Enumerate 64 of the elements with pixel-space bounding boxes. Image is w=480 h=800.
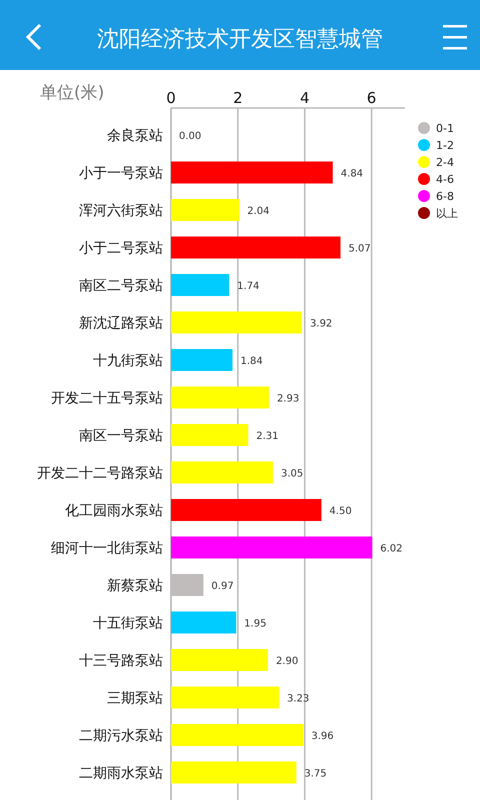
data-label: 3.05: [280, 468, 304, 480]
data-label: 3.23: [286, 694, 310, 704]
x-tick-label: 2: [233, 89, 243, 107]
bar: [171, 762, 296, 784]
y-tick-label: 新蔡泵站: [107, 578, 163, 594]
data-label: 2.31: [256, 431, 278, 442]
x-tick-label: 6: [366, 89, 376, 107]
y-tick-label: 化工园雨水泵站: [65, 503, 163, 519]
y-tick-label: 新沈辽路泵站: [79, 316, 163, 332]
bar: [171, 162, 333, 184]
data-label: 2.93: [276, 394, 300, 404]
bar: [171, 236, 340, 258]
y-tick-label: 二期污水泵站: [79, 728, 163, 744]
y-tick-label: 余良泵站: [107, 128, 163, 144]
bar: [171, 349, 233, 371]
y-tick-label: 小于一号泵站: [79, 166, 163, 182]
data-label: 0.97: [211, 581, 234, 592]
bar: [171, 499, 322, 521]
bar: [171, 386, 269, 408]
y-tick-label: 小于二号泵站: [79, 240, 163, 256]
x-tick-label: 0: [166, 89, 176, 107]
y-tick-label: 二期雨水泵站: [79, 766, 163, 782]
data-label: 1.74: [237, 281, 260, 292]
y-tick-label: 十九街泵站: [93, 353, 163, 369]
bar: [171, 274, 230, 296]
legend-label: 1-2: [436, 139, 454, 152]
bar: [171, 724, 304, 746]
chart-title: 沈阳经济技术开发区智慧城管: [97, 27, 383, 52]
y-tick-label: 开发二十五号泵站: [51, 390, 163, 406]
y-tick-label: 细河十一北街泵站: [51, 540, 163, 556]
data-label: 4.50: [329, 506, 352, 517]
y-tick-label: 浑河六街泵站: [79, 203, 163, 219]
x-tick-label: 4: [300, 89, 310, 107]
bar: [171, 424, 248, 446]
data-label: 6.02: [380, 544, 403, 554]
y-tick-label: 开发二十二号路泵站: [37, 466, 163, 482]
bar: [171, 536, 372, 558]
x-axis-title: 单位(米): [40, 83, 104, 103]
y-tick-label: 南区一号泵站: [79, 428, 163, 444]
data-label: 2.04: [247, 206, 270, 217]
legend-label: 6-8: [436, 190, 454, 203]
bar: [171, 649, 268, 671]
y-tick-label: 十五街泵站: [93, 616, 163, 632]
bar: [171, 312, 302, 334]
y-tick-label: 南区二号泵站: [79, 278, 163, 294]
data-label: 4.84: [340, 168, 364, 180]
data-label: 3.92: [310, 318, 332, 330]
legend-label: 4-6: [436, 173, 454, 186]
data-label: 0.00: [179, 131, 202, 142]
data-label: 5.07: [348, 244, 371, 254]
y-tick-label: 三期泵站: [107, 690, 163, 706]
legend-label: 2-4: [436, 156, 454, 169]
legend-label: 0-1: [436, 122, 454, 135]
legend-label: 以上: [436, 207, 458, 220]
data-label: 2.90: [276, 656, 298, 667]
bar: [171, 686, 279, 708]
data-label: 3.75: [304, 768, 327, 780]
bar: [171, 612, 236, 634]
y-tick-label: 十三号路泵站: [79, 653, 163, 669]
data-label: 3.96: [311, 731, 334, 742]
data-label: 1.84: [240, 356, 263, 367]
data-label: 1.95: [244, 618, 266, 630]
bar: [171, 199, 240, 221]
bar: [171, 462, 273, 484]
